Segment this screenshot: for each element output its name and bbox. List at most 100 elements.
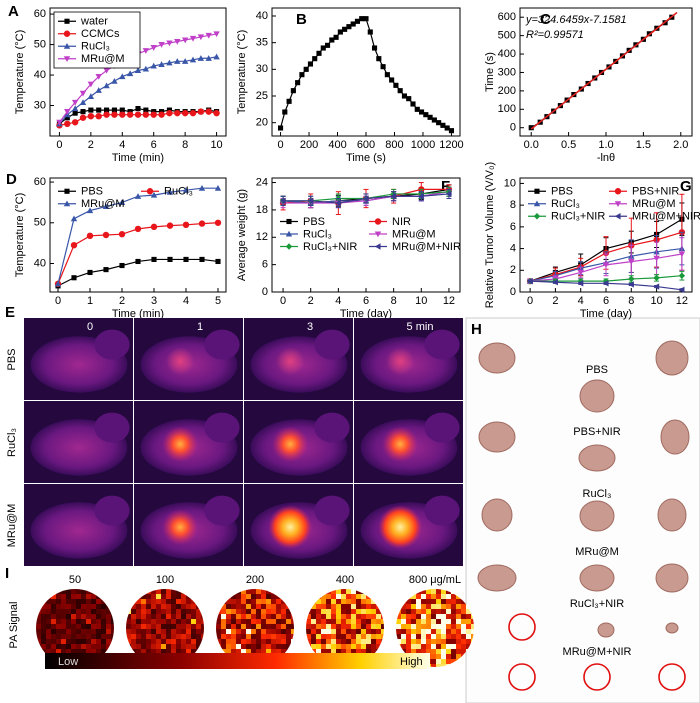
pa-pixel [61,589,66,594]
pa-pixel [71,599,76,604]
pa-pixel [346,594,351,599]
pa-pixel [101,614,106,619]
tumor [578,444,616,472]
pa-pixel [426,639,431,644]
pa-pixel [111,629,114,634]
pa-pixel [201,634,204,639]
pa-pixel [231,644,236,649]
pa-pixel [106,604,111,609]
pa-pixel [346,624,351,629]
pa-pixel [316,649,321,654]
marker [143,107,149,113]
pa-pixel [461,624,466,629]
marker [406,96,412,102]
marker [174,58,181,64]
pa-pixel [86,624,91,629]
pa-pixel [236,629,241,634]
marker [213,31,220,38]
pa-pixel [466,634,471,639]
pa-pixel [346,649,351,654]
tumor [481,498,513,532]
pa-pixel [191,634,196,639]
pa-pixel [96,644,101,649]
tumor [655,340,689,376]
pa-pixel [431,664,436,667]
pa-pixel [411,634,416,639]
pa-pixel [451,614,456,619]
tumor [478,342,516,374]
marker [197,108,205,115]
pa-pixel [46,619,51,624]
pa-pixel [51,594,56,599]
pa-pixel [381,629,384,634]
pa-pixel [446,649,451,654]
mouse-head [314,329,350,360]
y-axis-label: Relative Tumor Volume (V/V₀) [484,162,496,308]
pa-pixel [321,644,326,649]
pa-pixel [91,649,96,654]
legend-label: MRu@M+NIR [632,211,700,223]
group-label: MRu@M+NIR [563,646,632,658]
pa-pixel [101,599,106,604]
pa-pixel [86,594,91,599]
pa-pixel [251,614,256,619]
pa-pixel [76,644,81,649]
pa-pixel [61,614,66,619]
marker [111,111,118,118]
pa-pixel [171,649,176,654]
pa-pixel [366,634,371,639]
marker [307,197,314,204]
pa-pixel [431,604,436,609]
pa-pixel [111,634,114,639]
pa-pixel [176,594,181,599]
y-tick-label: 2 [510,264,516,276]
marker [103,267,109,273]
pa-pixel [431,624,436,629]
pa-pixel [111,604,114,609]
marker [134,111,142,118]
pa-pixel [191,614,196,619]
y-tick-label: 6 [510,221,516,233]
x-tick-label: 200 [300,139,318,151]
pa-pixel [311,609,316,614]
pa-pixel [146,599,151,604]
marker [277,125,284,131]
pa-pixel [136,609,141,614]
marker [111,77,118,84]
pa-pixel [61,619,66,624]
pa-pixel [451,599,456,604]
pa-pixel [421,619,426,624]
marker [119,111,126,118]
pa-pixel [311,614,316,619]
mouse-head [94,329,130,360]
pa-pixel [281,609,286,614]
pa-pixel [86,589,91,594]
pa-pixel [71,604,76,609]
pa-pixel [91,594,96,599]
pa-pixel [441,659,446,664]
pa-pixel [61,639,66,644]
pa-pixel [431,594,436,599]
plot-frame [49,177,227,293]
mouse-head [204,495,240,526]
marker [214,219,222,226]
marker [72,110,78,116]
pa-pixel [201,644,204,649]
pa-pixel [456,624,461,629]
legend-label: RuCl₃ [551,198,580,210]
pa-pixel [246,589,251,594]
pa-pixel [241,639,246,644]
marker [119,107,125,113]
pa-pixel [446,624,451,629]
pa-pixel [81,594,86,599]
pa-pixel [141,609,146,614]
pa-pixel [126,599,131,604]
pa-pixel [336,609,341,614]
mouse-head [94,495,130,526]
marker [678,251,686,258]
marker [320,45,326,51]
marker [134,67,142,74]
pa-pixel [251,604,256,609]
pa-pixel [396,644,401,649]
pa-pixel [76,594,81,599]
